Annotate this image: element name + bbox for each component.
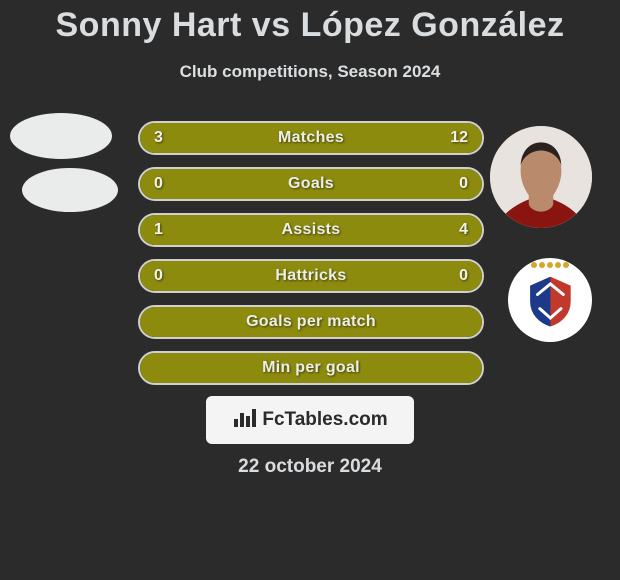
stat-row: Matches3 12 — [138, 121, 484, 155]
brand-logo-icon — [232, 405, 256, 435]
stat-value-left: 1 — [154, 215, 163, 245]
avatar-silhouette-icon — [490, 126, 592, 228]
stat-label: Goals per match — [140, 307, 482, 337]
club-shield-icon — [521, 271, 580, 330]
page-subtitle: Club competitions, Season 2024 — [0, 62, 620, 82]
stat-value-right: 4 — [459, 215, 468, 245]
stat-value-right: 0 — [459, 261, 468, 291]
player-left-club-badge — [22, 168, 118, 212]
stat-row: Min per goal — [138, 351, 484, 385]
stat-value-right: 12 — [450, 123, 468, 153]
infographic-date: 22 october 2024 — [0, 456, 620, 478]
stat-value-left: 0 — [154, 169, 163, 199]
stat-label: Hattricks — [140, 261, 482, 291]
avatar-placeholder-icon — [10, 113, 112, 159]
brand-text: FcTables.com — [262, 409, 387, 431]
club-crown-icon — [508, 262, 592, 268]
brand-badge: FcTables.com — [206, 396, 414, 444]
player-right-club-badge — [508, 258, 592, 342]
stat-label: Assists — [140, 215, 482, 245]
player-left-avatar — [10, 113, 112, 159]
stat-row: Assists1 4 — [138, 213, 484, 247]
stat-label: Matches — [140, 123, 482, 153]
stat-row: Hattricks0 0 — [138, 259, 484, 293]
stat-value-left: 0 — [154, 261, 163, 291]
stat-value-left: 3 — [154, 123, 163, 153]
stat-row: Goals per match — [138, 305, 484, 339]
comparison-infographic: Sonny Hart vs López González Club compet… — [0, 0, 620, 580]
club-placeholder-icon — [22, 168, 118, 212]
player-right-avatar — [490, 126, 592, 228]
page-title: Sonny Hart vs López González — [0, 6, 620, 45]
stat-label: Goals — [140, 169, 482, 199]
stat-label: Min per goal — [140, 353, 482, 383]
stat-value-right: 0 — [459, 169, 468, 199]
stat-row: Goals0 0 — [138, 167, 484, 201]
stat-bars: Matches312Goals00Assists14Hattricks00Goa… — [138, 121, 484, 397]
